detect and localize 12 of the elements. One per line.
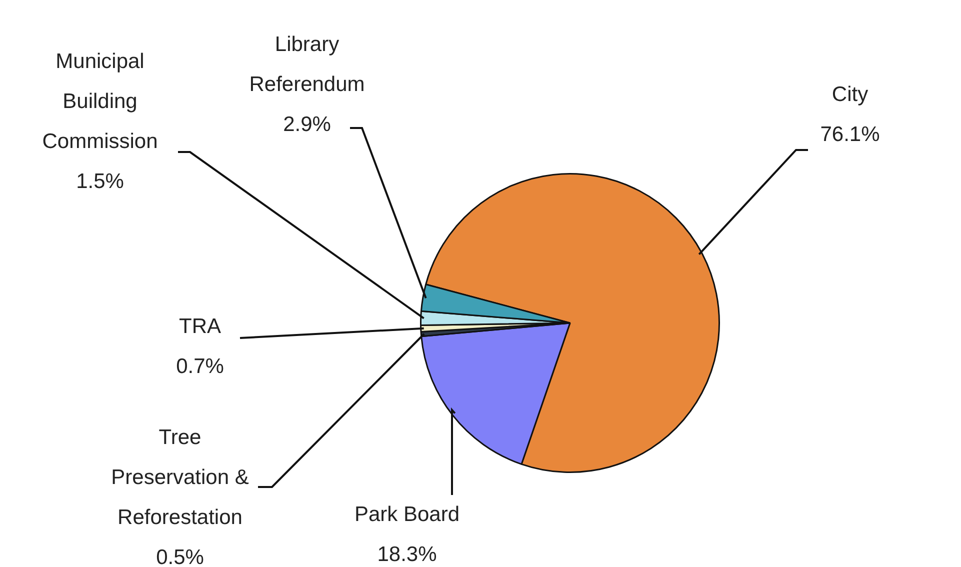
data-label: 0.5%	[156, 546, 204, 567]
data-label: 18.3%	[377, 542, 437, 566]
data-label: 0.7%	[176, 354, 224, 378]
slice-label: Park Board	[354, 502, 460, 526]
slice-label: Tree Preservation & Reforestation	[111, 426, 249, 529]
slice-label: Municipal Building Commission	[42, 50, 158, 153]
data-label: 76.1%	[820, 122, 880, 146]
data-label: 1.5%	[76, 170, 124, 193]
data-label: 2.9%	[283, 112, 331, 136]
slice-label: Library Referendum	[249, 32, 365, 96]
slice-label: City	[832, 82, 869, 106]
slice-label: TRA	[179, 314, 221, 338]
